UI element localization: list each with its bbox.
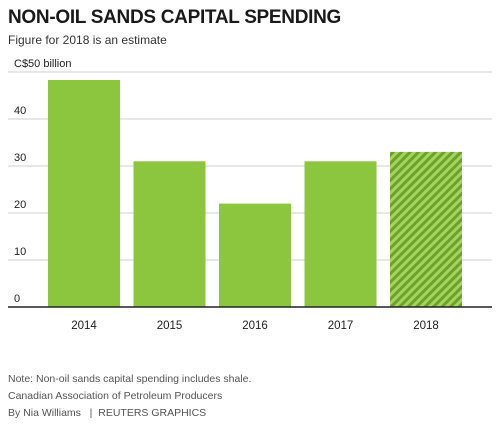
byline: By Nia Williams | REUTERS GRAPHICS xyxy=(8,407,206,419)
graphics-credit: REUTERS GRAPHICS xyxy=(98,407,207,419)
x-tick-label-2014: 2014 xyxy=(71,320,97,332)
bar-2014 xyxy=(48,79,120,308)
author: By Nia Williams xyxy=(8,407,81,419)
footnote: Note: Non-oil sands capital spending inc… xyxy=(8,373,252,385)
y-tick-label-30: 30 xyxy=(14,152,26,164)
x-tick-labels: 2014 2015 2016 2017 2018 xyxy=(71,320,439,332)
y-tick-label-10: 10 xyxy=(14,246,26,258)
x-tick-label-2018: 2018 xyxy=(413,320,439,332)
x-tick-label-2015: 2015 xyxy=(157,320,183,332)
byline-separator: | xyxy=(83,407,96,419)
chart-subtitle: Figure for 2018 is an estimate xyxy=(8,33,167,47)
x-tick-label-2017: 2017 xyxy=(328,320,354,332)
bars xyxy=(48,79,462,308)
chart-title: NON-OIL SANDS CAPITAL SPENDING xyxy=(8,7,342,28)
bar-2016 xyxy=(219,203,291,307)
bar-2017 xyxy=(304,161,377,307)
y-tick-label-0: 0 xyxy=(14,293,20,305)
bar-2015 xyxy=(133,161,206,307)
bar-2018 xyxy=(390,151,462,307)
y-tick-label-20: 20 xyxy=(14,199,26,211)
y-tick-label-50: C$50 billion xyxy=(14,58,71,70)
y-tick-labels: 0 10 20 30 40 C$50 billion xyxy=(14,58,71,305)
source-credit: Canadian Association of Petroleum Produc… xyxy=(8,390,223,402)
y-tick-label-40: 40 xyxy=(14,105,26,117)
x-tick-label-2016: 2016 xyxy=(242,320,268,332)
